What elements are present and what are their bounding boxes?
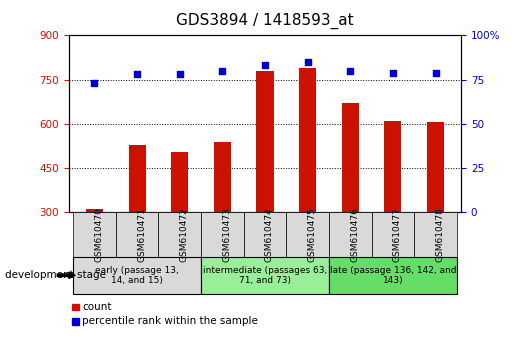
Text: GSM610473: GSM610473: [223, 207, 232, 262]
Point: [261, 63, 269, 68]
Text: percentile rank within the sample: percentile rank within the sample: [82, 316, 258, 326]
Text: GSM610470: GSM610470: [94, 207, 103, 262]
Bar: [427, 122, 444, 301]
Text: GSM610476: GSM610476: [350, 207, 359, 262]
Bar: [384, 121, 401, 301]
Text: GSM610472: GSM610472: [180, 207, 189, 262]
Bar: [214, 142, 231, 301]
Point: [346, 68, 355, 74]
Bar: [129, 144, 146, 301]
Text: early (passage 13,
14, and 15): early (passage 13, 14, and 15): [95, 266, 179, 285]
Text: intermediate (passages 63,
71, and 73): intermediate (passages 63, 71, and 73): [203, 266, 327, 285]
Text: late (passage 136, 142, and
143): late (passage 136, 142, and 143): [330, 266, 456, 285]
Text: GSM610471: GSM610471: [137, 207, 146, 262]
Text: GDS3894 / 1418593_at: GDS3894 / 1418593_at: [176, 12, 354, 29]
Text: GSM610478: GSM610478: [436, 207, 445, 262]
Bar: [171, 152, 188, 301]
Text: GSM610475: GSM610475: [307, 207, 316, 262]
Bar: [86, 210, 103, 301]
Text: GSM610477: GSM610477: [393, 207, 402, 262]
Point: [90, 80, 99, 86]
Bar: [342, 103, 359, 301]
Bar: [299, 68, 316, 301]
Text: GSM610474: GSM610474: [265, 207, 274, 262]
Point: [303, 59, 312, 65]
Point: [388, 70, 397, 75]
Point: [218, 68, 227, 74]
Point: [431, 70, 440, 75]
Bar: [257, 71, 273, 301]
Text: count: count: [82, 302, 112, 312]
Point: [133, 72, 142, 77]
Point: [175, 72, 184, 77]
Text: development stage: development stage: [5, 270, 107, 280]
